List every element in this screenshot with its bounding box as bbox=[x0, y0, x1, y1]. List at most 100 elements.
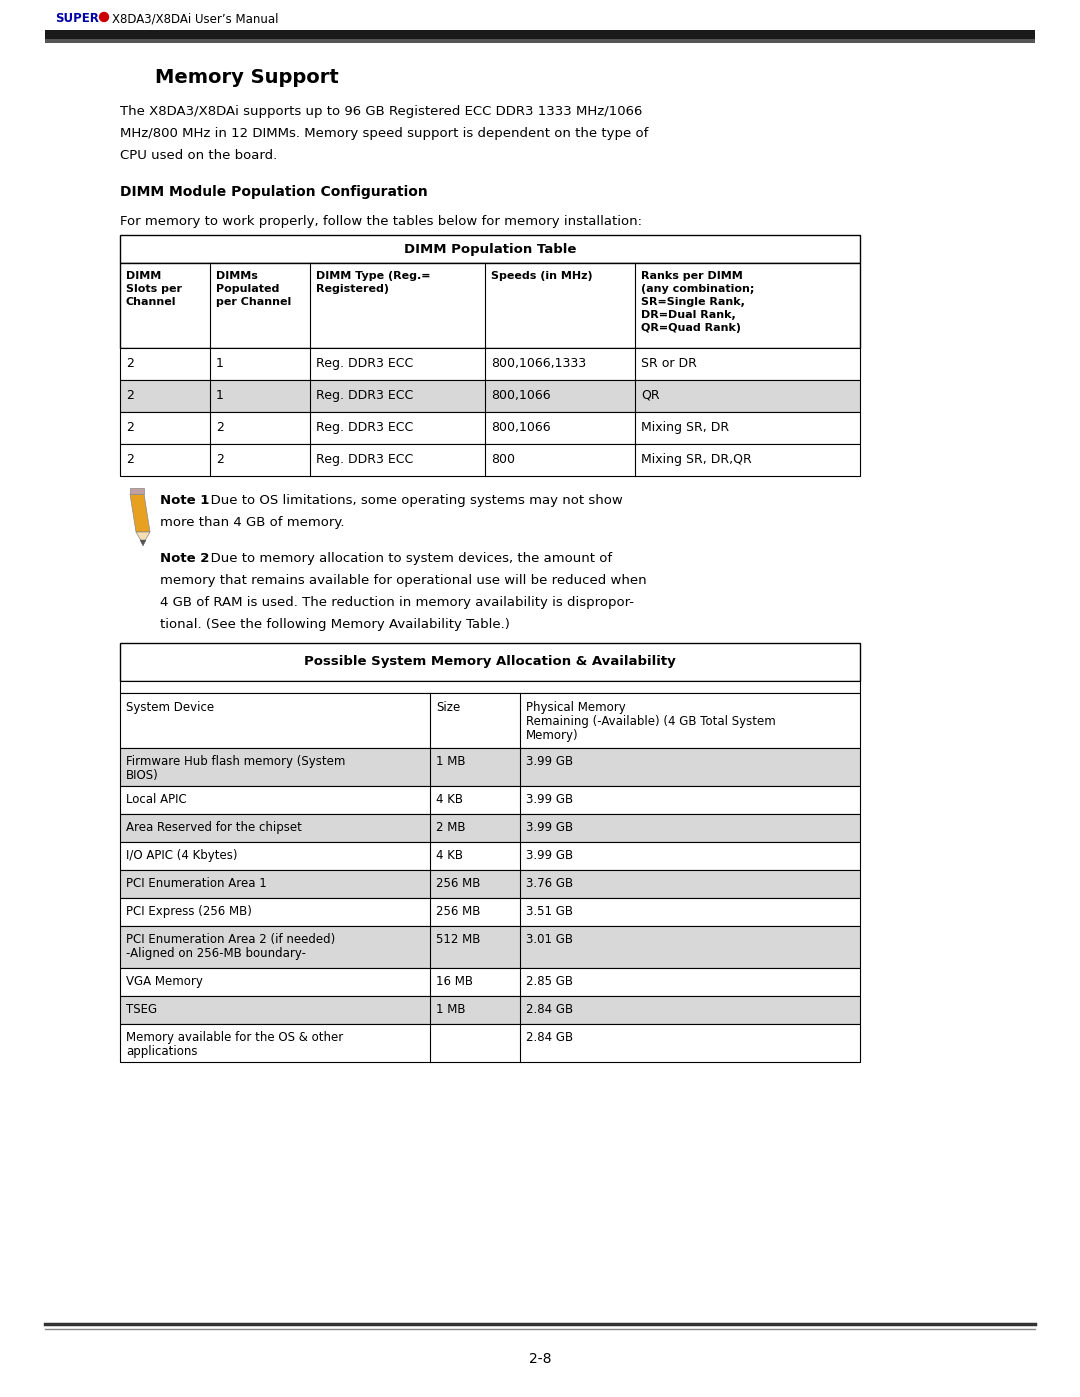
Bar bbox=[120, 870, 860, 898]
Text: SUPER: SUPER bbox=[55, 13, 99, 25]
Text: BIOS): BIOS) bbox=[126, 768, 159, 782]
Text: 2.84 GB: 2.84 GB bbox=[526, 1031, 573, 1044]
Text: 3.99 GB: 3.99 GB bbox=[526, 821, 573, 834]
Text: 512 MB: 512 MB bbox=[436, 933, 481, 946]
Text: 2: 2 bbox=[126, 453, 134, 467]
Bar bbox=[120, 747, 860, 787]
Bar bbox=[120, 235, 860, 263]
Text: 2: 2 bbox=[126, 420, 134, 434]
Text: Reg. DDR3 ECC: Reg. DDR3 ECC bbox=[316, 388, 414, 402]
Text: Populated: Populated bbox=[216, 284, 280, 293]
Text: Reg. DDR3 ECC: Reg. DDR3 ECC bbox=[316, 420, 414, 434]
Text: Channel: Channel bbox=[126, 298, 176, 307]
Polygon shape bbox=[130, 488, 144, 495]
Text: DIMM: DIMM bbox=[126, 271, 161, 281]
Text: Registered): Registered) bbox=[316, 284, 389, 293]
Text: 4 GB of RAM is used. The reduction in memory availability is dispropor-: 4 GB of RAM is used. The reduction in me… bbox=[160, 597, 634, 609]
Text: 800,1066: 800,1066 bbox=[491, 420, 551, 434]
Text: 4 KB: 4 KB bbox=[436, 849, 463, 862]
Bar bbox=[120, 926, 860, 968]
Bar bbox=[120, 380, 860, 412]
Text: Mixing SR, DR: Mixing SR, DR bbox=[642, 420, 729, 434]
Text: 2 MB: 2 MB bbox=[436, 821, 465, 834]
Text: CPU used on the board.: CPU used on the board. bbox=[120, 149, 278, 162]
Text: Physical Memory: Physical Memory bbox=[526, 701, 625, 714]
Text: Slots per: Slots per bbox=[126, 284, 183, 293]
Text: more than 4 GB of memory.: more than 4 GB of memory. bbox=[160, 515, 345, 529]
Text: System Device: System Device bbox=[126, 701, 214, 714]
Text: QR=Quad Rank): QR=Quad Rank) bbox=[642, 323, 741, 332]
Text: Possible System Memory Allocation & Availability: Possible System Memory Allocation & Avai… bbox=[305, 655, 676, 669]
Bar bbox=[120, 842, 860, 870]
Text: 16 MB: 16 MB bbox=[436, 975, 473, 988]
Polygon shape bbox=[140, 541, 146, 546]
Text: 4 KB: 4 KB bbox=[436, 793, 463, 806]
Text: X8DA3/X8DAi User’s Manual: X8DA3/X8DAi User’s Manual bbox=[112, 13, 279, 25]
Text: Memory Support: Memory Support bbox=[156, 68, 339, 87]
Text: DIMM Population Table: DIMM Population Table bbox=[404, 243, 577, 256]
Text: For memory to work properly, follow the tables below for memory installation:: For memory to work properly, follow the … bbox=[120, 215, 642, 228]
Text: QR: QR bbox=[642, 388, 660, 402]
Bar bbox=[120, 444, 860, 476]
Text: 1: 1 bbox=[216, 358, 224, 370]
Bar bbox=[120, 1024, 860, 1062]
Text: : Due to memory allocation to system devices, the amount of: : Due to memory allocation to system dev… bbox=[202, 552, 612, 564]
Text: memory that remains available for operational use will be reduced when: memory that remains available for operat… bbox=[160, 574, 647, 587]
Text: Size: Size bbox=[436, 701, 460, 714]
Text: Ranks per DIMM: Ranks per DIMM bbox=[642, 271, 743, 281]
Text: 2: 2 bbox=[216, 420, 224, 434]
Text: 3.76 GB: 3.76 GB bbox=[526, 877, 573, 890]
Text: Reg. DDR3 ECC: Reg. DDR3 ECC bbox=[316, 453, 414, 467]
Text: 800: 800 bbox=[491, 453, 515, 467]
Text: Remaining (-Available) (4 GB Total System: Remaining (-Available) (4 GB Total Syste… bbox=[526, 715, 775, 728]
Text: Note 1: Note 1 bbox=[160, 495, 210, 507]
Text: Mixing SR, DR,QR: Mixing SR, DR,QR bbox=[642, 453, 752, 467]
Text: I/O APIC (4 Kbytes): I/O APIC (4 Kbytes) bbox=[126, 849, 238, 862]
Polygon shape bbox=[130, 495, 150, 532]
Bar bbox=[45, 39, 1035, 43]
Text: 1 MB: 1 MB bbox=[436, 1003, 465, 1016]
Text: PCI Enumeration Area 2 (if needed): PCI Enumeration Area 2 (if needed) bbox=[126, 933, 335, 946]
Bar bbox=[120, 348, 860, 380]
Text: TSEG: TSEG bbox=[126, 1003, 157, 1016]
Text: Memory available for the OS & other: Memory available for the OS & other bbox=[126, 1031, 343, 1044]
Bar bbox=[120, 263, 860, 348]
Text: 2.84 GB: 2.84 GB bbox=[526, 1003, 573, 1016]
Bar bbox=[45, 29, 1035, 39]
Text: SR=Single Rank,: SR=Single Rank, bbox=[642, 298, 745, 307]
Text: 800,1066,1333: 800,1066,1333 bbox=[491, 358, 586, 370]
Bar bbox=[120, 968, 860, 996]
Text: 2: 2 bbox=[126, 388, 134, 402]
Text: MHz/800 MHz in 12 DIMMs. Memory speed support is dependent on the type of: MHz/800 MHz in 12 DIMMs. Memory speed su… bbox=[120, 127, 648, 140]
Text: 3.99 GB: 3.99 GB bbox=[526, 793, 573, 806]
Text: 2-8: 2-8 bbox=[529, 1352, 551, 1366]
Bar bbox=[120, 898, 860, 926]
Text: 2: 2 bbox=[216, 453, 224, 467]
Bar bbox=[120, 693, 860, 747]
Text: DR=Dual Rank,: DR=Dual Rank, bbox=[642, 310, 735, 320]
Bar bbox=[120, 787, 860, 814]
Text: Memory): Memory) bbox=[526, 729, 579, 742]
Text: tional. (See the following Memory Availability Table.): tional. (See the following Memory Availa… bbox=[160, 617, 510, 631]
Text: SR or DR: SR or DR bbox=[642, 358, 697, 370]
Text: PCI Express (256 MB): PCI Express (256 MB) bbox=[126, 905, 252, 918]
Text: Speeds (in MHz): Speeds (in MHz) bbox=[491, 271, 593, 281]
Text: : Due to OS limitations, some operating systems may not show: : Due to OS limitations, some operating … bbox=[202, 495, 623, 507]
Text: Firmware Hub flash memory (System: Firmware Hub flash memory (System bbox=[126, 754, 346, 768]
Text: Note 2: Note 2 bbox=[160, 552, 210, 564]
Text: -Aligned on 256-MB boundary-: -Aligned on 256-MB boundary- bbox=[126, 947, 306, 960]
Bar bbox=[120, 412, 860, 444]
Text: The X8DA3/X8DAi supports up to 96 GB Registered ECC DDR3 1333 MHz/1066: The X8DA3/X8DAi supports up to 96 GB Reg… bbox=[120, 105, 643, 117]
Bar bbox=[120, 643, 860, 680]
Text: 256 MB: 256 MB bbox=[436, 877, 481, 890]
Text: 3.51 GB: 3.51 GB bbox=[526, 905, 573, 918]
Bar bbox=[120, 680, 860, 693]
Bar bbox=[120, 814, 860, 842]
Text: Local APIC: Local APIC bbox=[126, 793, 187, 806]
Text: applications: applications bbox=[126, 1045, 198, 1058]
Text: DIMM Module Population Configuration: DIMM Module Population Configuration bbox=[120, 184, 428, 198]
Text: Area Reserved for the chipset: Area Reserved for the chipset bbox=[126, 821, 302, 834]
Text: per Channel: per Channel bbox=[216, 298, 292, 307]
Text: VGA Memory: VGA Memory bbox=[126, 975, 203, 988]
Circle shape bbox=[99, 13, 108, 21]
